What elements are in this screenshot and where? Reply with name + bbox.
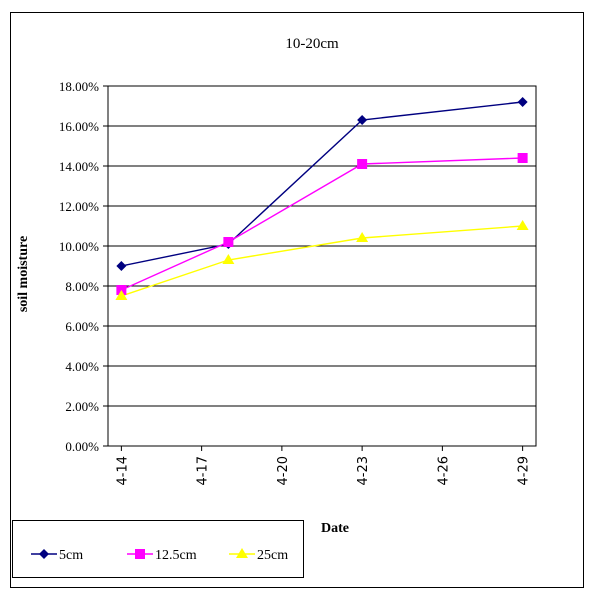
x-tick-label: 4-29 <box>517 456 532 486</box>
legend-label: 5cm <box>59 548 83 563</box>
x-axis-label: Date <box>321 521 349 536</box>
y-tick-label: 18.00% <box>59 79 99 94</box>
y-tick-label: 10.00% <box>59 239 99 254</box>
axis-layer: 0.00% 2.00% 4.00% 6.00% 8.00% 10.00% 12.00% 14.… <box>59 79 532 486</box>
square-marker <box>517 153 528 163</box>
triangle-marker <box>115 290 128 300</box>
triangle-marker <box>236 548 248 558</box>
x-tick-label: 4-14 <box>115 456 130 486</box>
series-line-12.5cm <box>121 157 523 291</box>
x-tick-label: 4-20 <box>276 456 291 486</box>
diamond-marker <box>517 97 528 107</box>
legend-items: 5cm 12.5cm 25cm <box>31 548 288 563</box>
triangle-marker <box>356 232 369 242</box>
series-layer <box>115 97 529 300</box>
x-tick-label: 4-17 <box>196 456 211 486</box>
diamond-marker <box>357 115 368 125</box>
y-axis-label: soil moisture <box>16 236 31 312</box>
chart-title: 10-20cm <box>285 36 339 52</box>
x-tick-label: 4-26 <box>436 456 451 486</box>
y-tick-label: 2.00% <box>65 399 99 414</box>
triangle-marker <box>222 254 235 264</box>
square-marker <box>357 159 368 169</box>
y-tick-label: 6.00% <box>65 319 99 334</box>
diamond-marker <box>116 261 127 271</box>
legend-label: 25cm <box>257 548 288 563</box>
plot-area <box>107 85 537 447</box>
triangle-marker <box>516 220 529 230</box>
legend-label: 12.5cm <box>155 548 197 563</box>
legend: 5cm 12.5cm 25cm <box>12 520 304 578</box>
square-marker <box>223 237 234 247</box>
y-tick-label: 0.00% <box>65 439 99 454</box>
diamond-marker <box>39 549 49 559</box>
y-tick-label: 14.00% <box>59 159 99 174</box>
grid-layer <box>107 85 537 447</box>
y-tick-label: 4.00% <box>65 359 99 374</box>
y-tick-label: 16.00% <box>59 119 99 134</box>
square-marker <box>135 549 145 559</box>
x-tick-label: 4-23 <box>356 456 371 486</box>
series-line-25cm <box>121 225 523 297</box>
series-line-5cm <box>121 101 523 267</box>
y-tick-label: 8.00% <box>65 279 99 294</box>
y-tick-label: 12.00% <box>59 199 99 214</box>
